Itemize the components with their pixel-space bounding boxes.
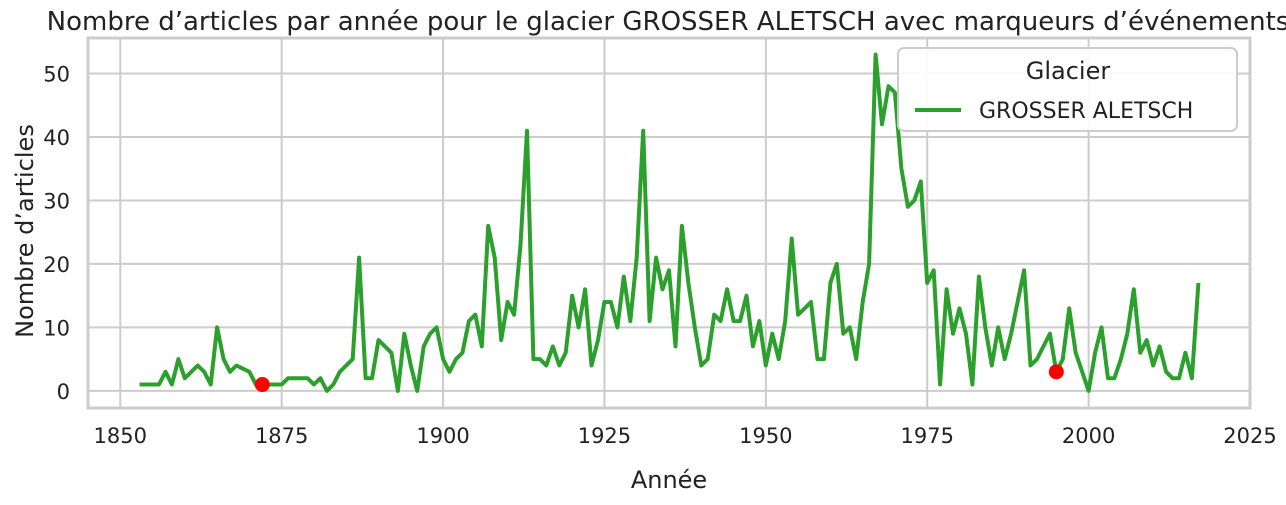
y-tick-label: 50 <box>43 63 70 87</box>
y-tick-label: 20 <box>43 253 70 277</box>
x-tick-label: 1950 <box>739 424 792 448</box>
x-tick-label: 1925 <box>578 424 631 448</box>
x-axis-label: Année <box>631 466 707 494</box>
x-tick-label: 1875 <box>255 424 308 448</box>
legend-box <box>897 47 1238 132</box>
x-tick-label: 1975 <box>900 424 953 448</box>
x-tick-label: 1850 <box>94 424 147 448</box>
tick-labels: 1850 1875 1900 1925 1950 1975 2000 2025 0 10 20 30 4… <box>43 63 1276 448</box>
chart-title: Nombre d’articles par année pour le glac… <box>47 7 1286 37</box>
y-tick-label: 30 <box>43 189 70 213</box>
x-tick-label: 2025 <box>1223 424 1276 448</box>
y-axis-label: Nombre d’articles <box>11 124 39 338</box>
legend-entry-label: GROSSER ALETSCH <box>979 99 1193 124</box>
series-line <box>139 52 1201 393</box>
y-tick-label: 40 <box>43 126 70 150</box>
y-tick-label: 0 <box>57 380 70 404</box>
event-markers <box>254 364 1064 393</box>
x-tick-label: 1900 <box>416 424 469 448</box>
plot-frame <box>86 36 1252 410</box>
legend-title: Glacier <box>1026 57 1111 85</box>
series-layer <box>139 52 1201 393</box>
legend: Glacier GROSSER ALETSCH <box>897 47 1238 132</box>
event-marker <box>254 377 270 393</box>
event-marker <box>1048 364 1064 380</box>
x-tick-label: 2000 <box>1062 424 1115 448</box>
y-tick-label: 10 <box>43 316 70 340</box>
